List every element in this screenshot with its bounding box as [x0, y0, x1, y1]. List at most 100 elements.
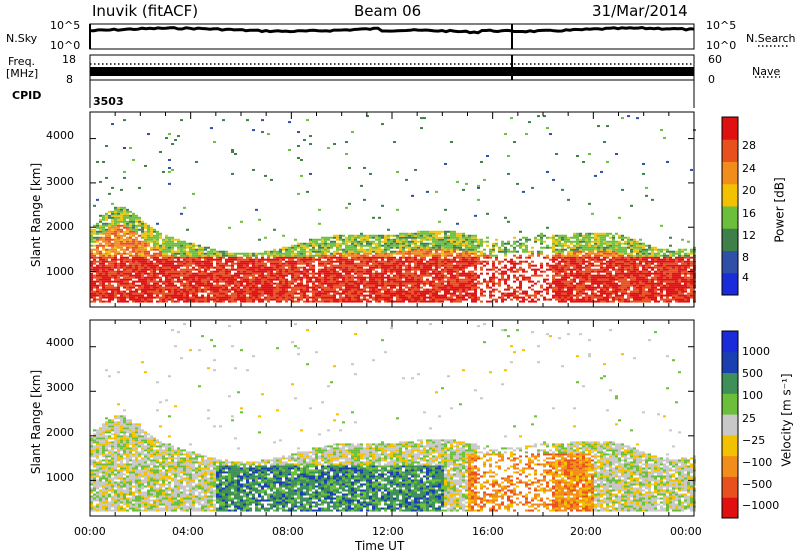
power-cell — [555, 290, 558, 293]
power-cell — [423, 232, 426, 235]
power-cell — [573, 276, 576, 279]
power-cell — [456, 294, 459, 297]
power-cell — [585, 298, 588, 301]
power-cell — [543, 115, 546, 118]
power-cell — [99, 220, 102, 223]
power-cell — [144, 252, 147, 255]
power-cell — [207, 298, 210, 301]
power-cell — [444, 284, 447, 287]
power-cell — [507, 248, 510, 251]
power-cell — [129, 147, 132, 150]
power-cell — [444, 248, 447, 251]
power-cell — [579, 232, 582, 235]
power-cell — [285, 278, 288, 281]
power-cell — [390, 296, 393, 299]
power-cell — [462, 264, 465, 267]
power-cell — [135, 220, 138, 223]
power-cell — [504, 242, 507, 245]
power-cell — [255, 254, 258, 257]
power-cell — [423, 230, 426, 233]
power-cell — [117, 298, 120, 301]
power-cell — [492, 272, 495, 275]
power-cell — [102, 290, 105, 293]
power-cell — [294, 238, 297, 241]
power-cell — [261, 284, 264, 287]
power-cell — [477, 298, 480, 301]
power-cell — [126, 224, 129, 227]
power-cell — [114, 292, 117, 295]
power-cell — [546, 286, 549, 289]
power-cell — [126, 214, 129, 217]
power-cell — [282, 246, 285, 249]
power-cell — [567, 254, 570, 257]
power-cell — [351, 282, 354, 285]
power-cell — [606, 292, 609, 295]
power-cell — [171, 296, 174, 299]
power-cell — [111, 262, 114, 265]
power-cell — [108, 264, 111, 267]
power-cell — [354, 268, 357, 271]
power-cell — [456, 256, 459, 259]
power-cell — [378, 298, 381, 301]
power-cell — [330, 288, 333, 291]
power-cell — [588, 280, 591, 283]
power-cell — [165, 240, 168, 243]
power-cell — [162, 246, 165, 249]
power-cell — [345, 286, 348, 289]
power-cell — [138, 278, 141, 281]
power-cell — [249, 252, 252, 255]
power-cell — [432, 246, 435, 249]
power-cell — [141, 242, 144, 245]
power-cell — [180, 252, 183, 255]
power-cell — [390, 284, 393, 287]
power-cell — [261, 290, 264, 293]
power-cell — [558, 262, 561, 265]
power-cell — [549, 258, 552, 261]
power-cell — [171, 290, 174, 293]
power-cell — [603, 290, 606, 293]
power-cell — [243, 252, 246, 255]
power-cell — [228, 276, 231, 279]
power-cell — [609, 278, 612, 281]
power-cell — [429, 230, 432, 233]
power-cell — [423, 236, 426, 239]
power-cell — [366, 256, 369, 259]
power-cell — [396, 208, 399, 211]
power-cell — [537, 274, 540, 277]
power-cell — [444, 270, 447, 273]
power-cell — [159, 234, 162, 237]
power-cell — [117, 234, 120, 237]
power-cell — [327, 296, 330, 299]
power-cell — [489, 286, 492, 289]
power-cell — [399, 298, 402, 301]
power-cell — [357, 250, 360, 253]
power-cell — [279, 258, 282, 261]
power-cell — [567, 288, 570, 291]
power-cell — [432, 268, 435, 271]
power-cell — [99, 252, 102, 255]
power-cell — [495, 270, 498, 273]
power-cell — [408, 294, 411, 297]
power-cell — [450, 292, 453, 295]
power-cell — [159, 288, 162, 291]
power-cell — [585, 242, 588, 245]
power-cell — [351, 240, 354, 243]
power-cell — [597, 284, 600, 287]
power-cell — [357, 274, 360, 277]
power-cell — [522, 278, 525, 281]
power-cell — [588, 240, 591, 243]
power-cell — [123, 147, 126, 150]
power-cell — [420, 286, 423, 289]
power-cell — [420, 292, 423, 295]
power-cell — [129, 234, 132, 237]
power-cell — [168, 280, 171, 283]
power-cell — [282, 282, 285, 285]
power-cell — [393, 252, 396, 255]
power-cell — [468, 236, 471, 239]
power-cell — [120, 280, 123, 283]
power-cell — [228, 300, 231, 303]
power-cell — [414, 254, 417, 257]
power-cell — [405, 292, 408, 295]
power-cell — [153, 238, 156, 241]
power-cell — [114, 238, 117, 241]
